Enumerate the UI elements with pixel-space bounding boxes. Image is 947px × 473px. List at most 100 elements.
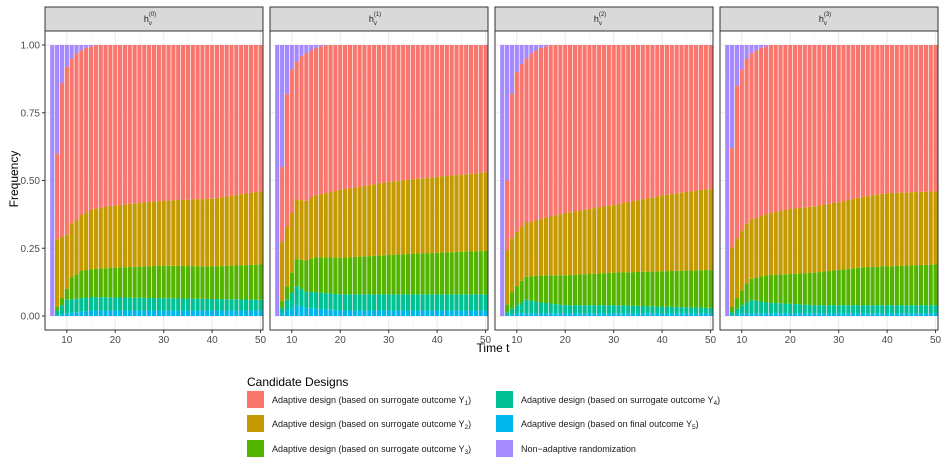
bar-segment-Y1-t16 xyxy=(543,46,548,218)
bar-segment-Y2-t35 xyxy=(860,196,865,268)
bar-segment-Y2-t49 xyxy=(703,189,708,271)
bar-segment-Y2-t26 xyxy=(142,202,147,267)
bar-segment-Y2-t20 xyxy=(788,208,793,274)
bar-segment-Y5-t26 xyxy=(142,310,147,316)
bar-segment-Y5-t20 xyxy=(113,310,118,316)
bar-segment-non-adaptive-t12 xyxy=(524,45,529,59)
bar-segment-Y3-t45 xyxy=(909,265,914,306)
bar-segment-Y3-t28 xyxy=(376,255,382,295)
bar-segment-Y5-t27 xyxy=(597,313,602,316)
bar-segment-Y2-t12 xyxy=(524,222,529,277)
bar-segment-Y3-t34 xyxy=(405,253,411,295)
bar-segment-Y3-t38 xyxy=(875,266,880,306)
bar-segment-Y1-t19 xyxy=(108,45,113,207)
bar-segment-Y5-t25 xyxy=(137,310,142,316)
bar-segment-Y4-t38 xyxy=(200,298,205,311)
bar-segment-Y1-t15 xyxy=(88,46,94,210)
bar-segment-Y4-t37 xyxy=(195,298,200,311)
bar-segment-Y3-t31 xyxy=(841,269,846,306)
bar-segment-Y3-t21 xyxy=(568,275,573,306)
bar-segment-Y1-t32 xyxy=(621,45,626,203)
bar-segment-Y1-t40 xyxy=(885,45,890,194)
bar-segment-Y1-t11 xyxy=(294,61,299,200)
y-tick-label: 1.00 xyxy=(21,41,41,52)
bar-segment-Y4-t35 xyxy=(635,305,640,314)
legend-label: Adaptive design (based on surrogate outc… xyxy=(272,444,471,456)
bar-segment-Y2-t47 xyxy=(918,191,924,266)
bar-segment-Y5-t14 xyxy=(534,313,539,316)
bar-segment-Y3-t27 xyxy=(147,266,152,298)
bar-segment-Y4-t43 xyxy=(674,306,679,314)
bar-segment-Y5-t45 xyxy=(459,310,464,316)
legend-title: Candidate Designs xyxy=(247,375,348,389)
bar-segment-Y2-t25 xyxy=(587,208,592,274)
bar-segment-Y5-t50 xyxy=(483,310,488,316)
bar-segment-Y1-t8 xyxy=(55,153,60,240)
legend-swatch xyxy=(496,391,513,408)
bar-segment-Y5-t47 xyxy=(243,310,249,316)
bar-segment-Y4-t28 xyxy=(826,305,832,314)
bar-segment-Y3-t34 xyxy=(630,272,636,306)
bar-segment-Y3-t16 xyxy=(93,268,98,298)
legend-item-2: Adaptive design (based on surrogate outc… xyxy=(247,440,471,457)
bar-segment-Y5-t22 xyxy=(572,313,578,316)
bar-segment-Y1-t41 xyxy=(664,45,670,195)
bar-segment-Y3-t21 xyxy=(343,257,348,295)
bar-segment-non-adaptive-t7 xyxy=(500,45,505,316)
bar-segment-Y5-t10 xyxy=(514,313,519,316)
bar-segment-Y1-t30 xyxy=(161,45,166,201)
bar-segment-Y4-t49 xyxy=(928,305,933,314)
bar-segment-Y3-t48 xyxy=(698,270,703,308)
bar-segment-Y3-t44 xyxy=(679,270,684,308)
bar-segment-Y1-t14 xyxy=(84,47,89,213)
bar-segment-Y5-t17 xyxy=(548,313,553,316)
bar-segment-Y1-t32 xyxy=(396,45,401,181)
bar-segment-Y4-t41 xyxy=(214,299,220,311)
bar-segment-Y4-t24 xyxy=(807,304,812,314)
bar-segment-Y1-t35 xyxy=(860,45,865,197)
bar-segment-Y5-t29 xyxy=(606,313,611,316)
bar-segment-Y3-t45 xyxy=(684,270,689,308)
bar-segment-Y3-t45 xyxy=(459,251,464,295)
bar-segment-Y5-t44 xyxy=(454,310,459,316)
bar-segment-Y1-t47 xyxy=(693,45,699,191)
bar-segment-Y1-t45 xyxy=(684,45,689,193)
x-tick-label: 20 xyxy=(560,335,572,346)
bar-segment-Y4-t24 xyxy=(132,297,137,311)
bar-segment-Y3-t32 xyxy=(171,265,176,299)
legend-swatch xyxy=(247,391,264,408)
bar-segment-Y3-t44 xyxy=(454,252,459,295)
bar-segment-Y3-t48 xyxy=(923,264,928,306)
x-tick-label: 10 xyxy=(286,335,298,346)
bar-segment-Y2-t39 xyxy=(205,198,210,267)
bar-segment-Y1-t50 xyxy=(258,45,263,192)
bar-segment-Y3-t11 xyxy=(744,283,749,303)
bar-segment-non-adaptive-t15 xyxy=(88,45,94,47)
bar-segment-Y1-t43 xyxy=(674,45,679,194)
bar-segment-Y4-t29 xyxy=(381,294,386,311)
bar-segment-Y1-t12 xyxy=(74,53,79,221)
bar-segment-Y1-t33 xyxy=(176,45,181,201)
bar-segment-Y1-t44 xyxy=(454,45,459,176)
bar-segment-Y2-t23 xyxy=(802,207,807,274)
bar-segment-Y4-t23 xyxy=(802,304,807,314)
bar-segment-Y1-t30 xyxy=(836,45,841,203)
legend-label: Non−adaptive randomization xyxy=(521,444,636,454)
bar-segment-Y1-t26 xyxy=(367,45,372,186)
bar-segment-non-adaptive-t9 xyxy=(509,45,515,94)
bar-segment-Y3-t50 xyxy=(258,264,263,300)
bar-segment-Y5-t16 xyxy=(543,313,548,316)
bar-segment-Y3-t22 xyxy=(797,273,803,305)
bar-segment-Y4-t45 xyxy=(909,305,914,314)
bar-segment-non-adaptive-t9 xyxy=(59,45,65,83)
bar-segment-Y2-t40 xyxy=(660,195,665,272)
bar-segment-Y2-t18 xyxy=(778,211,783,275)
bar-segment-Y5-t36 xyxy=(640,313,645,316)
bar-segment-Y5-t24 xyxy=(807,313,812,316)
bar-segment-Y4-t31 xyxy=(616,305,621,314)
bar-segment-non-adaptive-t10 xyxy=(739,45,744,70)
bar-segment-Y5-t9 xyxy=(284,310,290,316)
bar-segment-Y4-t37 xyxy=(870,305,875,314)
bar-segment-Y3-t19 xyxy=(108,267,113,298)
bar-segment-Y2-t35 xyxy=(410,179,415,254)
